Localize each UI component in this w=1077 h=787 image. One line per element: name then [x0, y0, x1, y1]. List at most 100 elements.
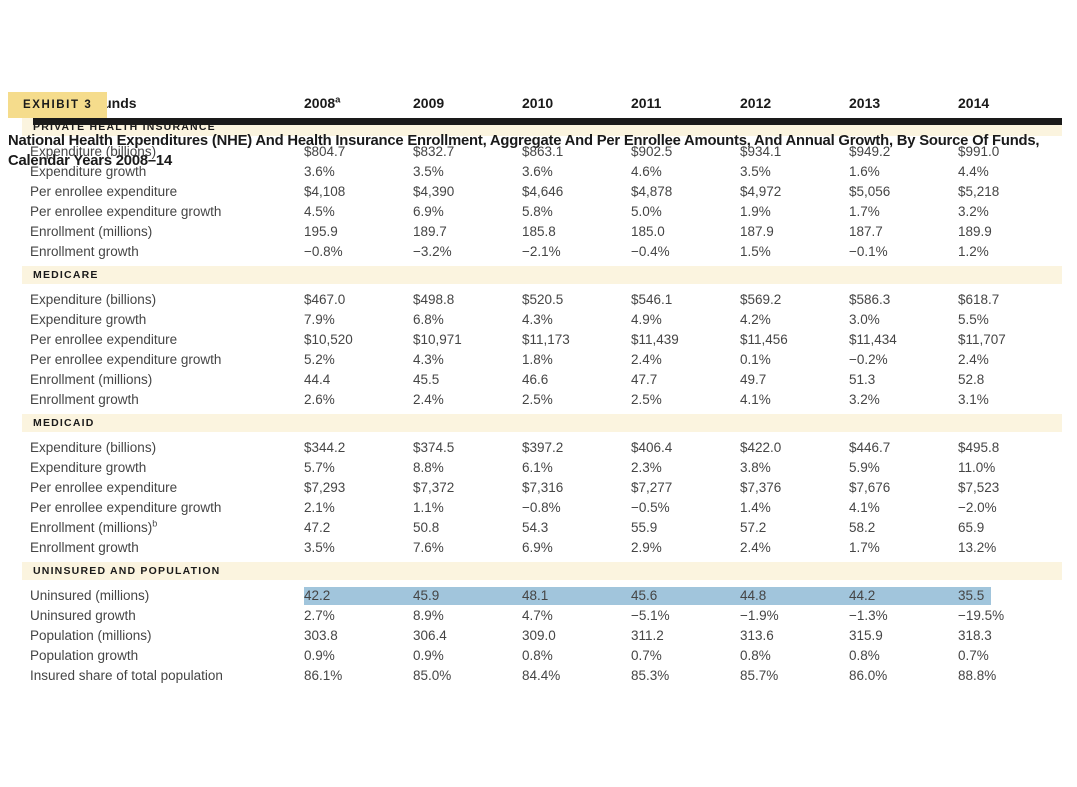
- cell-value: 3.5%: [413, 164, 444, 179]
- column-header-year-2012: 2012: [740, 95, 772, 111]
- row-label: Population growth: [30, 646, 304, 666]
- table-row: Per enrollee expenditure $4,108 $4,390 $…: [22, 182, 1062, 202]
- table-row: Enrollment growth 3.5% 7.6% 6.9% 2.9% 2.…: [22, 538, 1062, 558]
- table-row: Expenditure growth 3.6% 3.5% 3.6% 4.6% 3…: [22, 162, 1062, 182]
- cell-value: 0.8%: [522, 648, 553, 663]
- cell-value: 45.9: [413, 588, 440, 603]
- row-label: Expenditure growth: [30, 162, 304, 182]
- row-label-text: Per enrollee expenditure growth: [30, 352, 222, 367]
- row-label: Expenditure (billions): [30, 438, 304, 458]
- cell-value: 1.9%: [740, 204, 771, 219]
- cell-value: 88.8%: [958, 668, 997, 683]
- cell-value: 185.8: [522, 224, 556, 239]
- cell-value: −3.2%: [413, 244, 452, 259]
- cell-value: 49.7: [740, 372, 767, 387]
- title-line-1: National Health Expenditures (NHE) And H…: [8, 133, 1040, 149]
- column-header-year-2009: 2009: [413, 95, 445, 111]
- cell-value: 45.5: [413, 372, 440, 387]
- cell-value: 57.2: [740, 520, 767, 535]
- cell-value: 0.9%: [413, 648, 444, 663]
- cell-value: 313.6: [740, 628, 774, 643]
- cell-value: $397.2: [522, 440, 564, 455]
- row-label-text: Population growth: [30, 648, 139, 663]
- row-label: Per enrollee expenditure growth: [30, 498, 304, 518]
- cell-value: 315.9: [849, 628, 883, 643]
- cell-value: $5,056: [849, 184, 891, 199]
- cell-value: $7,277: [631, 480, 673, 495]
- cell-value: $374.5: [413, 440, 455, 455]
- cell-value: 11.0%: [958, 460, 996, 475]
- cell-value: 44.2: [849, 588, 876, 603]
- cell-value: 189.9: [958, 224, 992, 239]
- footnote-marker-a: a: [335, 94, 341, 106]
- cell-value: 86.1%: [304, 668, 343, 683]
- cell-value: 0.7%: [958, 648, 989, 663]
- column-header-year-2013: 2013: [849, 95, 881, 111]
- cell-value: $11,434: [849, 332, 897, 347]
- cell-value: −0.2%: [849, 352, 888, 367]
- cell-value: 2.4%: [413, 392, 444, 407]
- row-label: Enrollment (millions)b: [30, 518, 304, 538]
- cell-value: 5.2%: [304, 352, 335, 367]
- cell-value: 5.5%: [958, 312, 989, 327]
- cell-value: 3.0%: [849, 312, 880, 327]
- cell-value: 187.9: [740, 224, 774, 239]
- cell-value: $11,456: [740, 332, 788, 347]
- table-body: PRIVATE HEALTH INSURANCE Expenditure (bi…: [22, 118, 1062, 686]
- cell-value: 3.1%: [958, 392, 989, 407]
- cell-value: 4.6%: [631, 164, 662, 179]
- column-header-year-2011: 2011: [631, 95, 662, 111]
- cell-value: 2.1%: [304, 500, 335, 515]
- cell-value: 2.4%: [958, 352, 989, 367]
- column-header-year-2010: 2010: [522, 95, 554, 111]
- table-row: Expenditure (billions) $344.2 $374.5 $39…: [22, 438, 1062, 458]
- row-label-text: Expenditure growth: [30, 312, 147, 327]
- row-label: Enrollment growth: [30, 390, 304, 410]
- row-label-text: Per enrollee expenditure growth: [30, 500, 222, 515]
- cell-value: $546.1: [631, 292, 673, 307]
- cell-value: $10,971: [413, 332, 462, 347]
- cell-value: 4.1%: [740, 392, 771, 407]
- row-label: Per enrollee expenditure growth: [30, 350, 304, 370]
- table-row: Enrollment growth 2.6% 2.4% 2.5% 2.5% 4.…: [22, 390, 1062, 410]
- cell-value: $7,523: [958, 480, 1000, 495]
- cell-value: 48.1: [522, 588, 549, 603]
- footnote-marker-b: b: [152, 518, 158, 529]
- cell-value: 1.7%: [849, 540, 880, 555]
- cell-value: 52.8: [958, 372, 985, 387]
- cell-value: 306.4: [413, 628, 447, 643]
- cell-value: 6.1%: [522, 460, 553, 475]
- cell-value: 1.6%: [849, 164, 880, 179]
- top-rule: [33, 118, 1062, 125]
- cell-value: 4.4%: [958, 164, 989, 179]
- row-label: Expenditure (billions): [30, 142, 304, 162]
- cell-value: 1.1%: [413, 500, 444, 515]
- cell-value: 3.6%: [304, 164, 335, 179]
- row-label-text: Uninsured (millions): [30, 588, 150, 603]
- cell-value: $5,218: [958, 184, 1000, 199]
- cell-value: 311.2: [631, 628, 664, 643]
- row-label-text: Enrollment (millions): [30, 224, 153, 239]
- exhibit-badge: EXHIBIT 3: [8, 92, 108, 118]
- cell-value: 85.3%: [631, 668, 670, 683]
- cell-value: −0.8%: [304, 244, 343, 259]
- cell-value: 185.0: [631, 224, 665, 239]
- cell-value: 65.9: [958, 520, 985, 535]
- section-heading: MEDICAID: [22, 414, 1062, 432]
- cell-value: $949.2: [849, 144, 891, 159]
- cell-value: 8.9%: [413, 608, 444, 623]
- cell-value: 7.6%: [413, 540, 444, 555]
- cell-value: $4,972: [740, 184, 782, 199]
- table-row: Uninsured (millions) 42.2 45.9 48.1 45.6…: [22, 586, 1062, 606]
- cell-value: $498.8: [413, 292, 455, 307]
- cell-value: 2.4%: [631, 352, 662, 367]
- cell-value: $991.0: [958, 144, 1000, 159]
- exhibit-title: National Health Expenditures (NHE) And H…: [8, 131, 1040, 171]
- row-label: Per enrollee expenditure: [30, 182, 304, 202]
- cell-value: 4.5%: [304, 204, 335, 219]
- row-label-text: Enrollment growth: [30, 244, 139, 259]
- cell-value: 85.0%: [413, 668, 452, 683]
- cell-value: −2.0%: [958, 500, 997, 515]
- cell-value: 55.9: [631, 520, 658, 535]
- table-row: Population growth 0.9% 0.9% 0.8% 0.7% 0.…: [22, 646, 1062, 666]
